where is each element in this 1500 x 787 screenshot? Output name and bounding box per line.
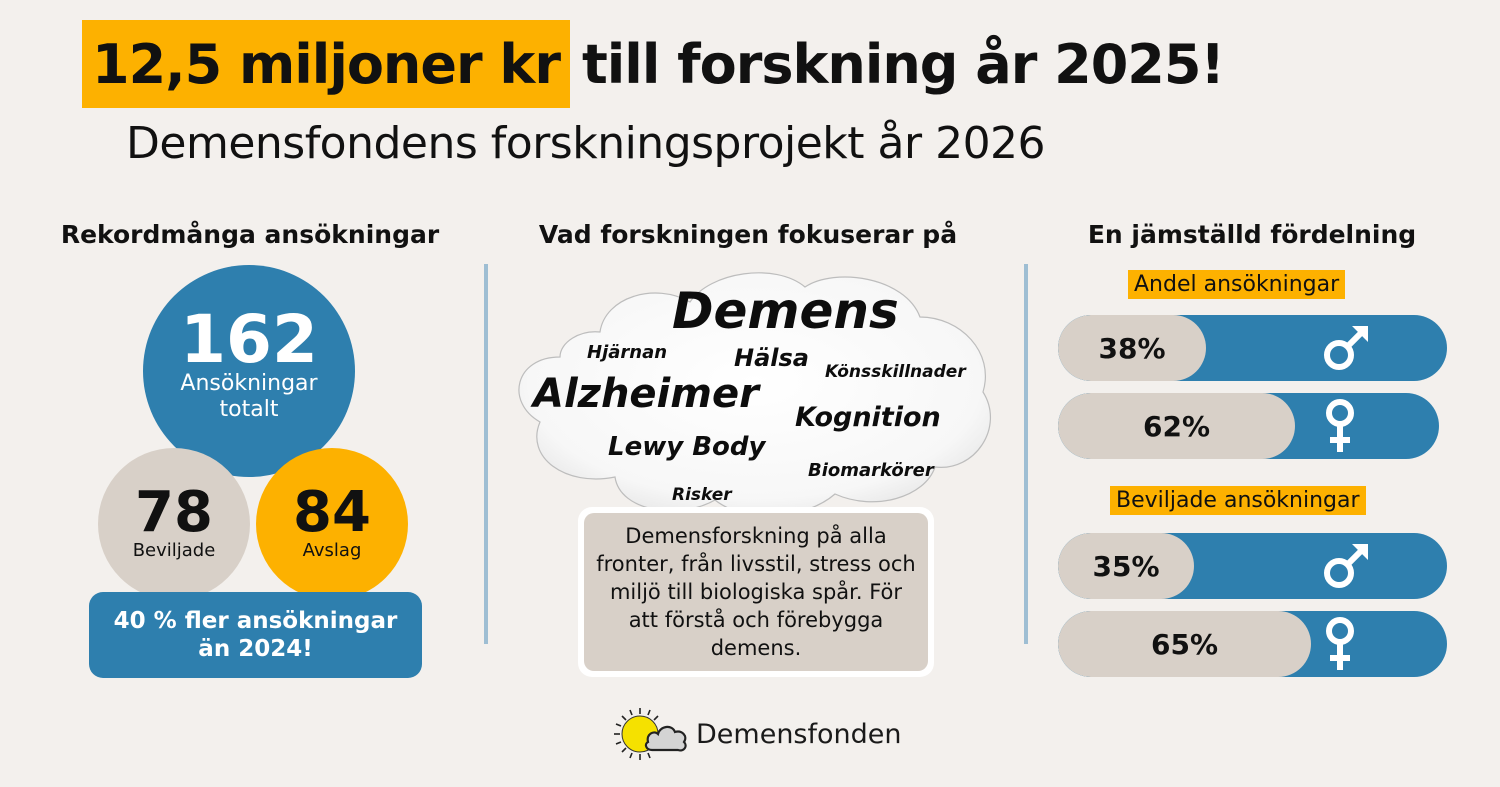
applications-male-bar: 38% xyxy=(1058,315,1447,381)
increase-banner: 40 % fler ansökningar än 2024! xyxy=(89,592,422,678)
applications-share-label: Andel ansökningar xyxy=(1128,270,1346,299)
demensfonden-logo: Demensfonden xyxy=(612,706,902,762)
applications-male-percent: 38% xyxy=(1058,315,1206,381)
cloud-word-biomarkorer: Biomarkörer xyxy=(808,460,934,481)
title-highlight: 12,5 miljoner kr xyxy=(82,20,570,108)
cloud-word-risker: Risker xyxy=(672,485,732,505)
total-applications-label-2: totalt xyxy=(219,397,279,422)
main-title: 12,5 miljoner kr till forskning år 2025! xyxy=(82,20,1225,108)
approved-male-bar: 35% xyxy=(1058,533,1447,599)
approved-female-percent: 65% xyxy=(1058,611,1311,677)
applications-female-bar: 62% xyxy=(1058,393,1439,459)
cloud-word-alzheimer: Alzheimer xyxy=(533,371,759,417)
total-applications-circle: 162 Ansökningar totalt xyxy=(143,265,355,477)
cloud-word-hjarnan: Hjärnan xyxy=(587,342,668,363)
approved-label: Beviljade xyxy=(132,540,216,561)
cloud-word-konsskillnader: Könsskillnader xyxy=(825,362,966,382)
approved-male-percent: 35% xyxy=(1058,533,1194,599)
banner-line-2: än 2024! xyxy=(198,636,313,662)
focus-description-box: Demensforskning på alla fronter, från li… xyxy=(578,507,934,677)
male-icon xyxy=(1320,315,1372,381)
approved-share-label: Beviljade ansökningar xyxy=(1110,486,1366,515)
banner-line-1: 40 % fler ansökningar xyxy=(113,608,398,634)
subtitle: Demensfondens forskningsprojekt år 2026 xyxy=(126,118,1046,169)
cloud-word-demens: Demens xyxy=(672,282,899,340)
sun-cloud-icon xyxy=(614,708,687,760)
cloud-word-kognition: Kognition xyxy=(795,402,941,433)
total-applications-value: 162 xyxy=(180,301,318,378)
female-icon xyxy=(1320,393,1360,459)
female-icon xyxy=(1320,611,1360,677)
cloud-word-halsa: Hälsa xyxy=(734,344,809,372)
title-rest: till forskning år 2025! xyxy=(581,32,1225,96)
logo-text: Demensfonden xyxy=(696,718,902,750)
rejected-value: 84 xyxy=(293,480,371,545)
rejected-label: Avslag xyxy=(302,540,362,561)
focus-heading: Vad forskningen fokuserar på xyxy=(538,220,958,249)
approved-circle: 78 Beviljade xyxy=(98,448,250,600)
column-divider xyxy=(1024,264,1028,644)
applications-heading: Rekordmånga ansökningar xyxy=(60,220,440,249)
gender-heading: En jämställd fördelning xyxy=(1087,220,1417,249)
applications-female-percent: 62% xyxy=(1058,393,1295,459)
focus-description: Demensforskning på alla fronter, från li… xyxy=(584,513,928,671)
approved-female-bar: 65% xyxy=(1058,611,1447,677)
cloud-word-lewy-body: Lewy Body xyxy=(608,432,766,462)
rejected-circle: 84 Avslag xyxy=(256,448,408,600)
male-icon xyxy=(1320,533,1372,599)
approved-value: 78 xyxy=(135,480,213,545)
word-cloud-shape xyxy=(518,272,992,517)
column-divider xyxy=(484,264,488,644)
total-applications-label: Ansökningar xyxy=(180,371,318,396)
